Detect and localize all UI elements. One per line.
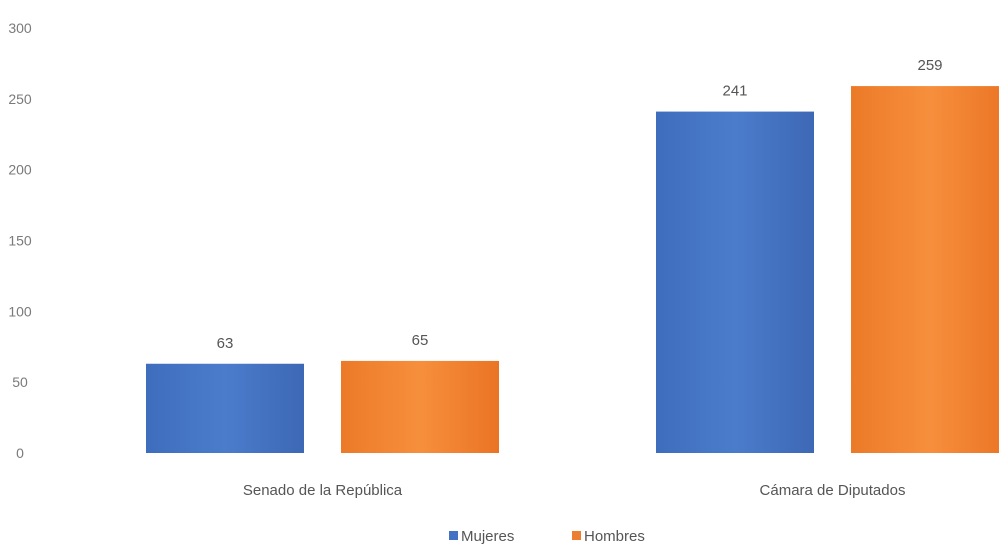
y-tick-label: 100: [8, 303, 32, 319]
data-labels: 63 65 241 259: [217, 57, 943, 352]
x-axis: Senado de la República Cámara de Diputado…: [243, 482, 906, 499]
x-category-label: Cámara de Diputados: [760, 482, 906, 499]
bar-mujeres-1: [146, 363, 304, 453]
bars: [146, 86, 999, 453]
legend-swatch: [572, 531, 581, 540]
y-tick-label: 200: [8, 162, 32, 178]
data-label: 65: [412, 332, 429, 349]
data-label: 63: [217, 335, 234, 352]
data-label: 259: [917, 57, 942, 74]
y-tick-label: 300: [8, 20, 32, 36]
data-label: 241: [722, 83, 747, 100]
y-tick-label: 0: [16, 445, 24, 461]
bar-hombres-1: [341, 360, 499, 453]
x-category-label: Senado de la República: [243, 482, 403, 499]
legend-label: Hombres: [584, 528, 645, 545]
legend: Mujeres Hombres: [449, 528, 645, 545]
y-axis: 0 50 100 150 200 250 300: [8, 20, 32, 461]
y-tick-label: 150: [8, 233, 32, 249]
y-tick-label: 250: [8, 91, 32, 107]
legend-label: Mujeres: [461, 528, 514, 545]
bar-hombres-2: [851, 86, 999, 453]
bar-mujeres-2: [656, 111, 814, 453]
y-tick-label: 50: [12, 374, 28, 390]
legend-swatch: [449, 531, 458, 540]
legend-item-hombres: Hombres: [572, 528, 645, 545]
legend-item-mujeres: Mujeres: [449, 528, 514, 545]
